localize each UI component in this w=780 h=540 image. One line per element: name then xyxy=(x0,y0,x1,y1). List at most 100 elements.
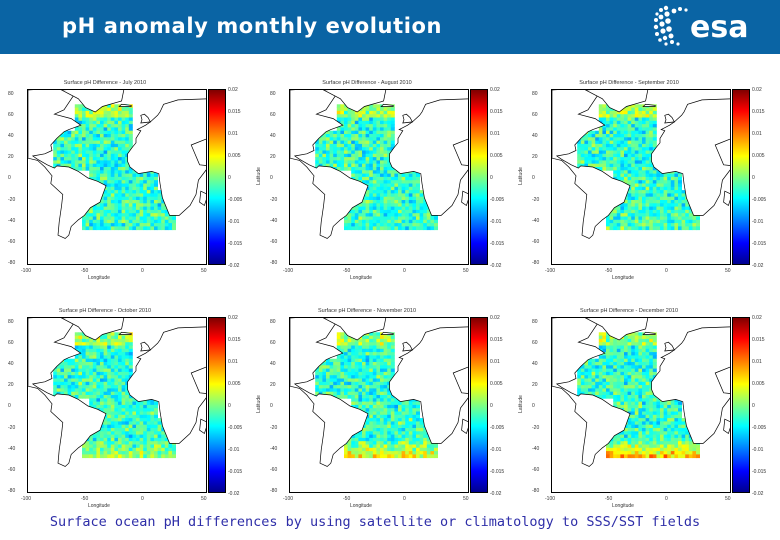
heatmap-cell xyxy=(652,421,657,426)
heatmap-cell xyxy=(380,219,384,224)
heatmap-cell xyxy=(649,381,654,386)
heatmap-cell xyxy=(351,345,356,350)
heatmap-cell xyxy=(67,147,72,151)
heatmap-cell xyxy=(132,428,137,432)
heatmap-cell xyxy=(380,216,384,221)
heatmap-cell xyxy=(616,348,621,353)
heatmap-cell xyxy=(634,428,639,432)
heatmap-cell xyxy=(383,338,388,343)
heatmap-cell xyxy=(347,226,352,231)
heatmap-cell xyxy=(588,130,592,135)
heatmap-cell xyxy=(358,140,363,145)
heatmap-cell xyxy=(645,117,650,122)
heatmap-cell xyxy=(620,441,625,445)
heatmap-cell xyxy=(318,378,323,383)
heatmap-cell xyxy=(416,190,420,194)
heatmap-cell xyxy=(146,424,151,429)
heatmap-cell xyxy=(107,414,112,419)
heatmap-cell xyxy=(358,157,363,161)
heatmap-cell xyxy=(681,431,686,435)
heatmap-cell xyxy=(634,219,639,224)
heatmap-cell xyxy=(638,120,643,125)
heatmap-cell xyxy=(107,127,112,132)
heatmap-cell xyxy=(642,441,646,445)
heatmap-cell xyxy=(107,437,112,442)
heatmap-cell xyxy=(376,186,381,191)
heatmap-cell xyxy=(645,411,650,416)
heatmap-cell xyxy=(154,173,158,178)
heatmap-cell xyxy=(634,226,639,231)
heatmap-cell xyxy=(100,362,104,366)
y-tick-label: 20 xyxy=(8,382,14,389)
heatmap-cell xyxy=(674,421,679,426)
heatmap-cell xyxy=(118,157,122,161)
heatmap-cell xyxy=(398,200,402,204)
heatmap-cell xyxy=(401,428,406,432)
heatmap-cell xyxy=(74,395,79,399)
heatmap-cell xyxy=(128,371,133,376)
heatmap-cell xyxy=(365,378,370,383)
heatmap-cell xyxy=(100,431,104,435)
heatmap-cell xyxy=(678,411,682,416)
heatmap-cell xyxy=(634,173,639,178)
heatmap-cell xyxy=(390,398,395,402)
heatmap-cell xyxy=(96,362,101,366)
heatmap-cell xyxy=(685,200,690,204)
heatmap-cell xyxy=(351,167,356,171)
heatmap-cell xyxy=(613,444,618,449)
heatmap-cell xyxy=(405,180,410,184)
heatmap-cell xyxy=(627,170,632,174)
heatmap-cell xyxy=(103,206,108,211)
heatmap-cell xyxy=(613,338,618,343)
heatmap-cell xyxy=(652,110,657,115)
heatmap-cell xyxy=(333,358,338,363)
heatmap-cell xyxy=(318,391,323,396)
heatmap-cell xyxy=(347,157,352,161)
heatmap-cell xyxy=(631,395,636,399)
heatmap-cell xyxy=(588,140,592,145)
heatmap-cell xyxy=(64,378,68,383)
heatmap-cell xyxy=(96,150,101,155)
heatmap-cell xyxy=(383,381,388,386)
heatmap-cell xyxy=(157,203,162,207)
heatmap-cell xyxy=(329,368,334,373)
heatmap-cell xyxy=(157,454,162,459)
heatmap-cell xyxy=(591,362,596,366)
heatmap-cell xyxy=(372,342,377,346)
heatmap-cell xyxy=(74,117,79,122)
heatmap-cell xyxy=(620,117,625,122)
heatmap-cell xyxy=(634,206,639,211)
heatmap-cell xyxy=(383,219,388,224)
heatmap-cell xyxy=(394,437,399,442)
heatmap-cell xyxy=(96,342,101,346)
heatmap-cell xyxy=(132,216,137,221)
heatmap-cell xyxy=(372,388,377,393)
heatmap-cell xyxy=(347,114,352,118)
heatmap-cell xyxy=(624,107,628,112)
heatmap-cell xyxy=(315,153,320,158)
heatmap-cell xyxy=(376,378,381,383)
heatmap-cell xyxy=(613,216,618,221)
heatmap-cell xyxy=(372,365,377,369)
heatmap-cell xyxy=(128,219,133,224)
heatmap-cell xyxy=(110,358,115,363)
heatmap-cell xyxy=(128,451,133,455)
heatmap-cell xyxy=(100,395,104,399)
heatmap-cell xyxy=(663,401,668,406)
heatmap-cell xyxy=(638,338,643,343)
heatmap-cell xyxy=(107,441,112,445)
heatmap-cell xyxy=(667,424,672,429)
heatmap-cell xyxy=(78,143,83,148)
heatmap-cell xyxy=(678,176,682,181)
heatmap-cell xyxy=(645,223,650,227)
heatmap-cell xyxy=(365,200,370,204)
heatmap-cell xyxy=(645,216,650,221)
heatmap-cell xyxy=(598,143,603,148)
heatmap-cell xyxy=(649,398,654,402)
heatmap-cell xyxy=(609,348,614,353)
heatmap-cell xyxy=(89,375,94,379)
heatmap-cell xyxy=(347,150,352,155)
heatmap-cell xyxy=(390,226,395,231)
heatmap-cell xyxy=(139,451,144,455)
heatmap-cell xyxy=(318,137,323,141)
